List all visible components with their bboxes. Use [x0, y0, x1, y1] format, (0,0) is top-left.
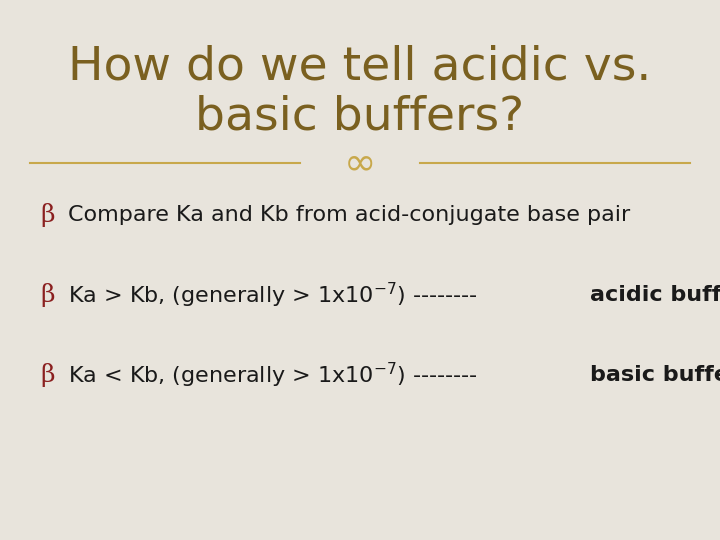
- Text: β: β: [41, 363, 55, 387]
- Text: acidic buffer: acidic buffer: [590, 285, 720, 305]
- Text: basic buffers?: basic buffers?: [195, 95, 525, 140]
- Text: β: β: [41, 203, 55, 227]
- Text: Ka < Kb, (generally > 1x10$^{-7}$) --------: Ka < Kb, (generally > 1x10$^{-7}$) -----…: [68, 360, 486, 389]
- Text: Compare Ka and Kb from acid-conjugate base pair: Compare Ka and Kb from acid-conjugate ba…: [68, 205, 630, 225]
- Text: How do we tell acidic vs.: How do we tell acidic vs.: [68, 45, 652, 90]
- Text: ∞: ∞: [344, 144, 376, 182]
- Text: basic buffer: basic buffer: [590, 365, 720, 385]
- Text: Ka > Kb, (generally > 1x10$^{-7}$) --------: Ka > Kb, (generally > 1x10$^{-7}$) -----…: [68, 280, 486, 309]
- Text: β: β: [41, 283, 55, 307]
